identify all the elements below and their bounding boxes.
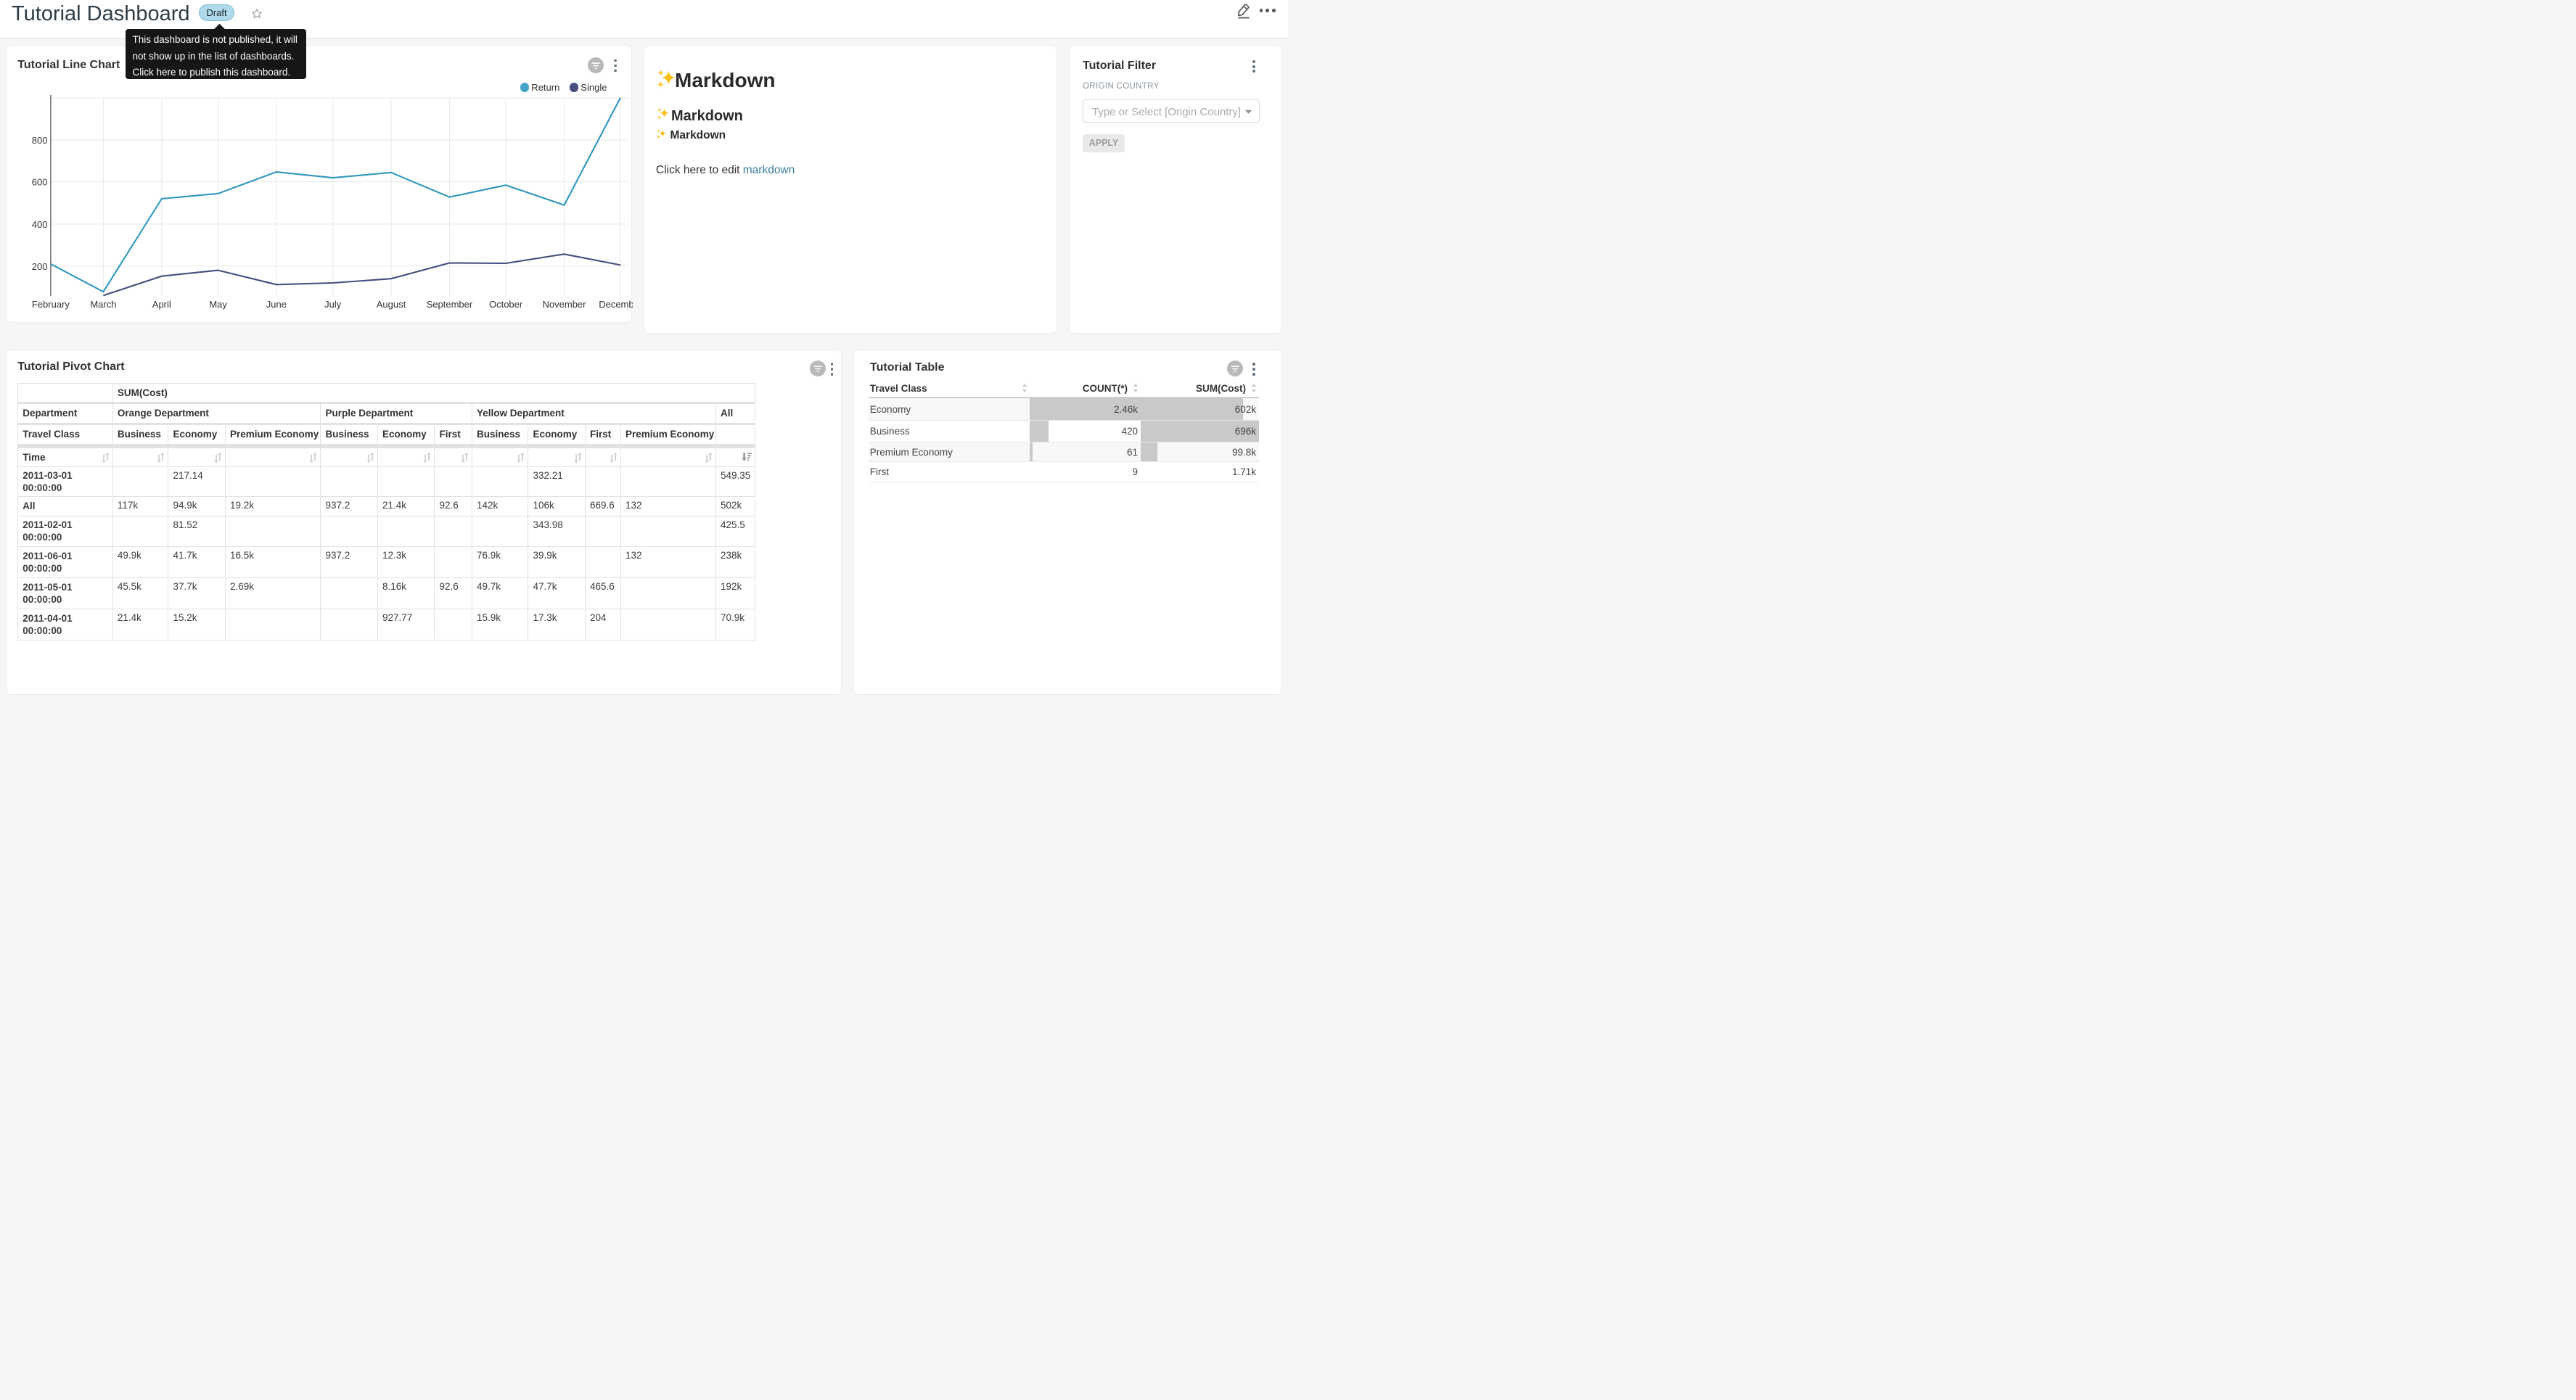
svg-text:200: 200 bbox=[32, 261, 48, 272]
svg-text:October: October bbox=[489, 299, 523, 310]
svg-text:600: 600 bbox=[32, 177, 48, 188]
svg-text:February: February bbox=[32, 299, 70, 310]
svg-text:800: 800 bbox=[32, 135, 48, 146]
svg-text:August: August bbox=[377, 299, 406, 310]
svg-text:November: November bbox=[543, 299, 587, 310]
svg-text:December: December bbox=[599, 299, 633, 310]
svg-text:June: June bbox=[266, 299, 287, 310]
svg-text:September: September bbox=[427, 299, 473, 310]
svg-text:400: 400 bbox=[32, 219, 48, 230]
svg-text:April: April bbox=[152, 299, 171, 310]
svg-text:March: March bbox=[90, 299, 116, 310]
svg-text:July: July bbox=[324, 299, 342, 310]
svg-text:May: May bbox=[209, 299, 227, 310]
